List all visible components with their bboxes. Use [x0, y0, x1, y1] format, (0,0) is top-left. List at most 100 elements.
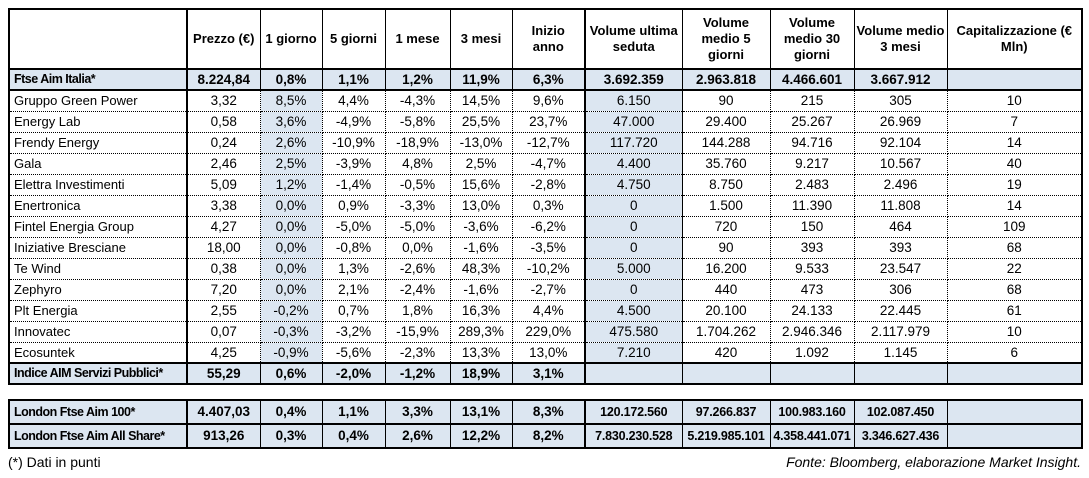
value-cell: 4.407,03: [186, 399, 261, 425]
value-cell: 440: [681, 278, 771, 301]
value-cell: 420: [681, 341, 771, 364]
value-cell: 8.224,84: [186, 68, 261, 91]
value-cell: -15,9%: [384, 320, 451, 343]
value-cell: 13,1%: [449, 399, 513, 425]
table-row: Ecosuntek 4,25 -0,9% -5,6% -2,3% 13,3% 13,0% 7.…: [8, 341, 1083, 364]
value-cell: 2,1%: [321, 278, 386, 301]
value-cell: 4.358.441.071: [769, 423, 855, 449]
table-row: Zephyro 7,20 0,0% 2,1% -2,4% -1,6% -2,7% 0 440 47…: [8, 278, 1083, 301]
value-cell: 0,0%: [259, 215, 323, 238]
value-cell: 12,2%: [449, 423, 513, 449]
value-cell: [853, 362, 948, 385]
value-cell: 10: [946, 89, 1083, 112]
header-cell-5-giorni: 5 giorni: [321, 8, 386, 70]
row-label: Ftse Aim Italia*: [8, 68, 188, 91]
value-cell: -0,5%: [384, 173, 451, 196]
value-cell: 305: [853, 89, 948, 112]
row-label: Zephyro: [8, 278, 188, 301]
table-row: London Ftse Aim All Share* 913,26 0,3% 0,4%…: [8, 423, 1083, 449]
value-cell: 61: [946, 299, 1083, 322]
value-cell: 48,3%: [449, 257, 513, 280]
value-cell: 11.808: [853, 194, 948, 217]
value-cell: 0,7%: [321, 299, 386, 322]
row-label: Innovatec: [8, 320, 188, 343]
table-row: Te Wind 0,38 0,0% 1,3% -2,6% 48,3% -10,2% 5.000…: [8, 257, 1083, 280]
value-cell: 7.210: [584, 341, 683, 364]
value-cell: -5,0%: [384, 215, 451, 238]
row-label: Te Wind: [8, 257, 188, 280]
value-cell: -18,9%: [384, 131, 451, 154]
value-cell: 0,0%: [259, 236, 323, 259]
row-label: Elettra Investimenti: [8, 173, 188, 196]
value-cell: 8.750: [681, 173, 771, 196]
value-cell: 0: [584, 215, 683, 238]
value-cell: 109: [946, 215, 1083, 238]
row-label: London Ftse Aim 100*: [8, 399, 188, 425]
value-cell: 13,0%: [449, 194, 513, 217]
header-cell-prezzo: Prezzo (€): [186, 8, 261, 70]
value-cell: 22: [946, 257, 1083, 280]
value-cell: -3,6%: [449, 215, 513, 238]
value-cell: 3,38: [186, 194, 261, 217]
value-cell: -2,6%: [384, 257, 451, 280]
value-cell: 3.346.627.436: [853, 423, 948, 449]
value-cell: 0,24: [186, 131, 261, 154]
value-cell: 393: [769, 236, 855, 259]
value-cell: 6,3%: [511, 68, 586, 91]
value-cell: 23,7%: [511, 110, 586, 133]
source-note: Fonte: Bloomberg, elaborazione Market In…: [786, 454, 1081, 470]
value-cell: 2,55: [186, 299, 261, 322]
value-cell: -2,0%: [321, 362, 386, 385]
row-label: Gala: [8, 152, 188, 175]
value-cell: 464: [853, 215, 948, 238]
header-cell-name: [8, 8, 188, 70]
value-cell: 3,32: [186, 89, 261, 112]
value-cell: 13,0%: [511, 341, 586, 364]
value-cell: -1,6%: [449, 278, 513, 301]
value-cell: 720: [681, 215, 771, 238]
row-label: Enertronica: [8, 194, 188, 217]
value-cell: 4.500: [584, 299, 683, 322]
value-cell: 1,1%: [321, 68, 386, 91]
value-cell: 2.117.979: [853, 320, 948, 343]
header-cell-volume-medio-3-mesi: Volume medio 3 mesi: [853, 8, 948, 70]
value-cell: [946, 399, 1083, 425]
value-cell: 14: [946, 194, 1083, 217]
value-cell: 0,4%: [259, 399, 323, 425]
table-row: Enertronica 3,38 0,0% 0,9% -3,3% 13,0% 0,3% 0 1.…: [8, 194, 1083, 217]
value-cell: 1.145: [853, 341, 948, 364]
value-cell: [946, 68, 1083, 91]
value-cell: 90: [681, 236, 771, 259]
row-label: London Ftse Aim All Share*: [8, 423, 188, 449]
value-cell: 4.750: [584, 173, 683, 196]
value-cell: -12,7%: [511, 131, 586, 154]
header-cell-volume-medio-30-giorni: Volume medio 30 giorni: [769, 8, 855, 70]
value-cell: 3.667.912: [853, 68, 948, 91]
value-cell: 0,58: [186, 110, 261, 133]
row-label: Indice AIM Servizi Pubblici*: [8, 362, 188, 385]
value-cell: 0: [584, 236, 683, 259]
value-cell: 40: [946, 152, 1083, 175]
value-cell: -4,9%: [321, 110, 386, 133]
value-cell: 100.983.160: [769, 399, 855, 425]
value-cell: 90: [681, 89, 771, 112]
value-cell: 18,00: [186, 236, 261, 259]
value-cell: 229,0%: [511, 320, 586, 343]
value-cell: -5,0%: [321, 215, 386, 238]
value-cell: 7: [946, 110, 1083, 133]
table-row: Ftse Aim Italia* 8.224,84 0,8% 1,1% 1,2% 11,9…: [8, 68, 1083, 91]
value-cell: 16.200: [681, 257, 771, 280]
row-label: Gruppo Green Power: [8, 89, 188, 112]
value-cell: 913,26: [186, 423, 261, 449]
value-cell: 13,3%: [449, 341, 513, 364]
value-cell: 18,9%: [449, 362, 513, 385]
value-cell: 9,6%: [511, 89, 586, 112]
value-cell: 16,3%: [449, 299, 513, 322]
value-cell: 35.760: [681, 152, 771, 175]
value-cell: 25,5%: [449, 110, 513, 133]
value-cell: 117.720: [584, 131, 683, 154]
value-cell: 4,4%: [321, 89, 386, 112]
value-cell: 2,6%: [259, 131, 323, 154]
header-row: Prezzo (€) 1 giorno 5 giorni 1 mese 3 me…: [8, 8, 1083, 70]
value-cell: [946, 362, 1083, 385]
